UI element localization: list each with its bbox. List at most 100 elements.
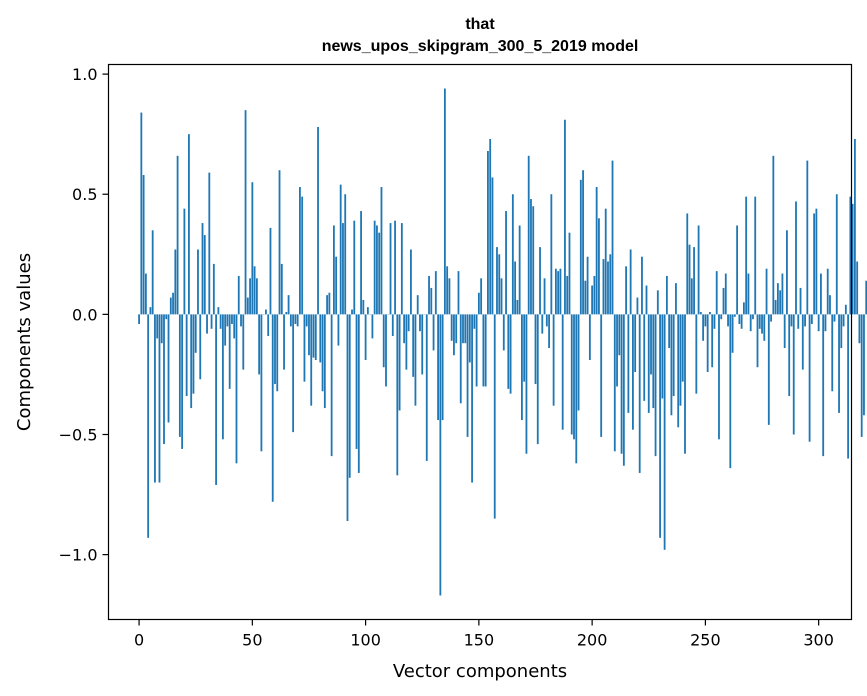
bar xyxy=(240,314,242,327)
bar xyxy=(863,314,865,416)
bar xyxy=(552,314,555,406)
bar xyxy=(810,314,813,324)
bar xyxy=(188,134,190,315)
bar xyxy=(820,273,822,315)
bar xyxy=(441,314,444,421)
bar xyxy=(733,314,736,317)
bar xyxy=(181,314,184,449)
bar xyxy=(462,314,464,344)
bar xyxy=(677,314,680,428)
bar xyxy=(255,278,258,315)
bar xyxy=(720,314,723,320)
bar xyxy=(561,314,564,430)
bar xyxy=(342,223,344,315)
bar xyxy=(534,314,537,385)
bar xyxy=(858,314,861,344)
bar xyxy=(806,160,809,315)
bar xyxy=(194,314,197,353)
bar xyxy=(849,196,852,315)
bar xyxy=(586,256,589,315)
bar xyxy=(788,314,791,397)
bar xyxy=(466,314,469,437)
bar xyxy=(337,314,340,346)
bar xyxy=(414,314,417,406)
bar xyxy=(434,271,437,315)
bar xyxy=(607,261,609,315)
bar xyxy=(305,314,308,327)
bar xyxy=(308,314,310,356)
bar xyxy=(632,314,634,430)
bar xyxy=(654,314,657,457)
x-axis-label: Vector components xyxy=(393,661,567,682)
bar xyxy=(840,314,843,349)
bar xyxy=(724,273,727,315)
bar xyxy=(856,261,859,315)
bar xyxy=(138,314,140,324)
bar xyxy=(192,314,195,394)
bar xyxy=(351,309,353,315)
bar xyxy=(582,170,584,315)
bar xyxy=(756,314,759,368)
bar xyxy=(844,304,847,315)
bar xyxy=(366,307,369,315)
bar xyxy=(829,295,831,315)
bar xyxy=(163,314,165,445)
bar xyxy=(550,194,553,315)
bar xyxy=(813,213,816,315)
bar xyxy=(416,295,419,315)
bar xyxy=(525,314,528,454)
bar xyxy=(312,314,315,358)
bar xyxy=(362,299,365,315)
bar xyxy=(715,271,718,315)
x-axis-ticks: 0 50 100 150 200 250 300 xyxy=(134,619,834,650)
bar xyxy=(260,314,263,452)
bar xyxy=(210,314,213,329)
chart-title-line-1: that xyxy=(465,16,495,33)
bar xyxy=(446,266,449,315)
bar xyxy=(815,208,818,315)
bar xyxy=(758,314,761,329)
bar xyxy=(622,314,625,466)
bar-series xyxy=(138,88,867,596)
bar xyxy=(761,314,763,334)
bar xyxy=(774,299,777,315)
bar xyxy=(249,278,251,315)
bar xyxy=(781,273,784,315)
bar xyxy=(174,249,177,315)
bar xyxy=(745,196,748,315)
bar xyxy=(360,211,362,315)
bar xyxy=(600,314,603,437)
bar xyxy=(317,126,319,315)
bar xyxy=(740,314,743,329)
bar xyxy=(405,314,408,370)
bar xyxy=(185,314,188,397)
bar xyxy=(482,314,485,387)
bar xyxy=(860,314,863,437)
bar xyxy=(527,155,530,315)
bar xyxy=(190,314,193,409)
bar xyxy=(335,256,338,315)
bar xyxy=(670,314,673,416)
bar xyxy=(697,225,700,315)
bar xyxy=(641,256,643,315)
bar xyxy=(786,230,788,315)
bar xyxy=(643,314,646,401)
x-tick-label: 100 xyxy=(350,631,381,650)
bar xyxy=(731,314,734,353)
bar xyxy=(652,314,655,409)
bar xyxy=(280,263,283,315)
bar xyxy=(471,314,473,483)
bar xyxy=(357,314,360,473)
bar xyxy=(251,182,254,315)
bar xyxy=(824,314,827,332)
bar xyxy=(154,314,156,483)
bar xyxy=(217,307,220,315)
y-tick-label: −0.5 xyxy=(59,426,98,445)
bar xyxy=(736,225,739,315)
bar xyxy=(410,249,412,315)
bar xyxy=(346,314,349,521)
bar xyxy=(801,314,804,370)
bar xyxy=(167,314,170,423)
bar xyxy=(258,314,261,375)
bar xyxy=(172,292,174,315)
